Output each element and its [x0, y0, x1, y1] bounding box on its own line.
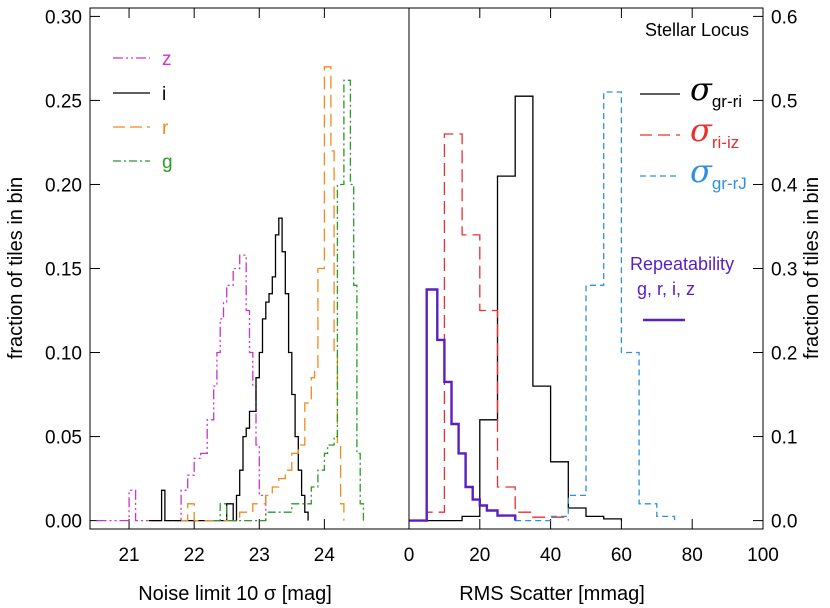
legend-label-z: z — [162, 49, 172, 70]
left-y-tick-label: 0.10 — [45, 344, 82, 365]
right-x-tick-label: 0 — [404, 545, 415, 566]
legend-label-sigma-gr-rj: σgr-rJ — [690, 152, 747, 193]
right-x-tick-label: 60 — [611, 545, 632, 566]
left-series-g — [213, 79, 365, 522]
right-y-tick-label: 0.3 — [771, 260, 797, 281]
right-series-repeatability-g-r-i-z — [409, 288, 517, 522]
left-y-tick-label: 0.05 — [45, 428, 82, 449]
right-series-sigma-gr-ri — [409, 95, 623, 522]
left-y-tick-label: 0.20 — [45, 175, 82, 196]
left-x-tick-label: 24 — [314, 545, 336, 566]
right-x-axis-label: RMS Scatter [mmag] — [459, 583, 645, 605]
right-plot-frame — [408, 7, 764, 530]
left-y-tick-label: 0.25 — [45, 91, 82, 112]
left-series-i — [148, 217, 309, 522]
left-y-tick-label: 0.15 — [45, 260, 82, 281]
right-series-sigma-gr-rj — [515, 91, 676, 522]
right-y-tick-label: 0.2 — [771, 344, 797, 365]
left-series-r — [181, 66, 345, 522]
legend-label-r: r — [162, 118, 169, 139]
left-panel-marks: 21 22 23 24 0.00 0.05 0.10 0.15 0.20 0.25 0.30 — [45, 7, 365, 566]
right-x-tick-label: 100 — [747, 545, 779, 566]
left-x-tick-label: 21 — [118, 545, 139, 566]
right-series-sigma-ri-iz — [409, 133, 569, 522]
right-x-tick-label: 20 — [469, 545, 490, 566]
chart-title: Stellar Locus — [645, 20, 749, 40]
right-y-tick-label: 0.1 — [771, 428, 797, 449]
right-y-tick-label: 0.5 — [771, 91, 797, 112]
left-y-axis-label: fraction of tiles in bin — [5, 177, 27, 359]
right-y-tick-label: 0.4 — [771, 175, 798, 196]
left-series-z — [96, 254, 267, 522]
left-y-tick-label: 0.30 — [45, 7, 82, 28]
left-x-axis-label: Noise limit 10 σ [mag] — [138, 583, 332, 605]
left-legend: z i r g — [113, 49, 173, 173]
right-x-tick-label: 80 — [682, 545, 703, 566]
legend-label-g: g — [162, 152, 173, 173]
left-x-tick-label: 22 — [184, 545, 205, 566]
legend-label-sigma-ri-iz: σri-iz — [690, 111, 739, 152]
legend-label-repeatability: Repeatability — [630, 254, 734, 274]
right-x-tick-label: 40 — [540, 545, 561, 566]
left-x-tick-label: 23 — [249, 545, 270, 566]
left-plot-frame — [89, 7, 410, 530]
legend-label-sigma-gr-ri: σgr-ri — [690, 70, 742, 111]
right-legend: σgr-ri σri-iz σgr-rJ Repeatability g, r,… — [630, 70, 747, 322]
right-y-tick-label: 0.0 — [771, 512, 797, 533]
legend-label-repeatability-bands: g, r, i, z — [637, 279, 695, 299]
legend-label-i: i — [162, 84, 166, 105]
right-y-tick-label: 0.6 — [771, 7, 797, 28]
left-y-tick-label: 0.00 — [45, 512, 82, 533]
right-panel-marks: 0 20 40 60 80 100 0.0 0.1 0.2 0.3 0.4 0.5 0.6 — [404, 7, 798, 566]
right-y-axis-label: fraction of tiles in bin — [801, 177, 823, 359]
